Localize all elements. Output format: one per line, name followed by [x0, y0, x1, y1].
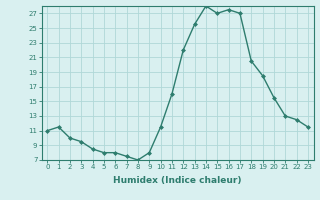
X-axis label: Humidex (Indice chaleur): Humidex (Indice chaleur) — [113, 176, 242, 185]
